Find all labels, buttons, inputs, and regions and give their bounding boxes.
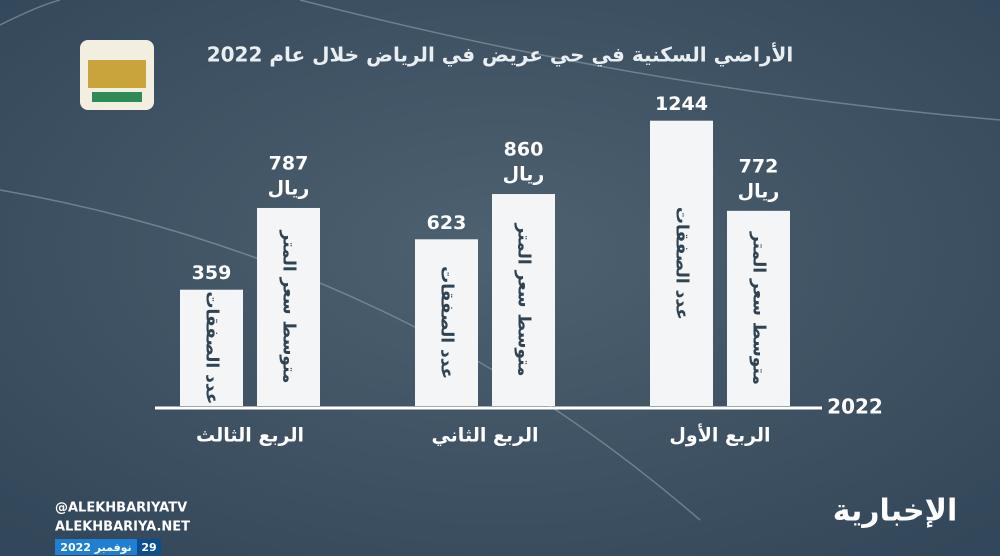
- bar: [492, 194, 555, 406]
- value-label: 623: [427, 212, 467, 234]
- day: 29: [141, 541, 156, 554]
- value-label: 359: [192, 262, 232, 284]
- decor-line: [299, 0, 1000, 121]
- bar-series-label: متوسط سعر المتر: [279, 230, 299, 384]
- day-box: [137, 539, 161, 555]
- bar-series-label: عدد الصفقات: [202, 291, 222, 404]
- date-box: [55, 539, 137, 555]
- channel-logo: الإخبارية: [833, 494, 957, 529]
- unit-label: ريال: [268, 177, 310, 199]
- bar-series-label: عدد الصفقات: [437, 266, 457, 379]
- value-label: 772: [739, 155, 779, 177]
- x-axis-label: 2022: [827, 395, 883, 419]
- bar-series-label: متوسط سعر المتر: [514, 223, 534, 377]
- decor-line: [0, 0, 61, 26]
- chart-title: الأراضي السكنية في حي عريض في الرياض خلا…: [207, 42, 794, 68]
- handle: @ALEKHBARIYATV: [55, 501, 187, 516]
- date: نوفمبر 2022: [60, 541, 131, 554]
- bar: [727, 210, 790, 406]
- x-tick-label: الربع الثالث: [196, 425, 304, 447]
- x-tick-label: الربع الثاني: [431, 425, 538, 447]
- unit-label: ريال: [738, 180, 780, 202]
- value-label: 1244: [655, 93, 708, 115]
- bar: [415, 239, 478, 406]
- handle: ALEKHBARIYA.NET: [55, 520, 190, 535]
- ministry-logo: [80, 40, 154, 110]
- bar: [180, 289, 243, 406]
- bar-series-label: عدد الصفقات: [672, 207, 692, 320]
- value-label: 860: [504, 139, 544, 161]
- decor-line: [0, 189, 701, 521]
- unit-label: ريال: [503, 164, 545, 186]
- bar-series-label: متوسط سعر المتر: [749, 231, 769, 385]
- value-label: 787: [269, 152, 309, 174]
- footer: @ALEKHBARIYATV ALEKHBARIYA.NET نوفمبر 20…: [55, 494, 957, 555]
- bar: [650, 120, 713, 407]
- x-tick-label: الربع الأول: [669, 424, 770, 447]
- bar: [257, 207, 320, 406]
